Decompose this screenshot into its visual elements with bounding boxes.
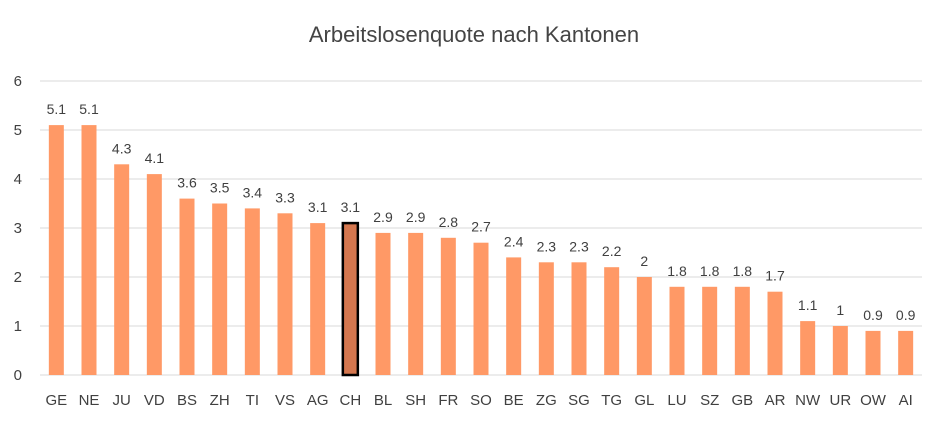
bar-lu — [669, 286, 685, 375]
x-tick-label: BS — [177, 392, 197, 409]
x-tick-label: BL — [374, 392, 392, 409]
data-label: 1.8 — [667, 263, 687, 279]
data-label: 2.7 — [471, 219, 491, 235]
y-tick-label: 1 — [14, 318, 22, 335]
data-label: 4.1 — [145, 150, 165, 166]
data-label: 3.5 — [210, 180, 230, 196]
bar-vd — [146, 174, 162, 375]
x-tick-label: GE — [45, 392, 67, 409]
data-label: 2.4 — [504, 233, 524, 249]
y-tick-label: 4 — [14, 171, 22, 188]
bar-bs — [179, 198, 195, 375]
x-tick-label: GL — [634, 392, 654, 409]
x-tick-label: CH — [339, 392, 361, 409]
y-axis-ticks: 0 1 2 3 4 5 6 — [14, 73, 22, 384]
bar-gb — [734, 286, 750, 375]
bars — [48, 125, 914, 377]
bar-ur — [832, 326, 848, 375]
data-label: 3.6 — [177, 175, 197, 191]
bar-ju — [114, 164, 130, 375]
bar-ne — [81, 125, 97, 375]
data-label: 2 — [640, 253, 648, 269]
x-axis-ticks: GE NE JU VD BS ZH TI VS AG CH BL SH FR SO BE ZG SG TG GL LU… — [45, 392, 912, 409]
data-labels: 5.1 5.1 4.3 4.1 3.6 3.5 3.4 3.3 3.1 3.1 2.9 2.9 2.8 2… — [47, 101, 916, 323]
bar-sz — [702, 286, 718, 375]
data-label: 2.3 — [537, 238, 557, 254]
x-tick-label: TG — [601, 392, 622, 409]
x-tick-label: TI — [246, 392, 259, 409]
bar-sg — [571, 262, 587, 375]
x-tick-label: UR — [829, 392, 851, 409]
data-label: 1 — [836, 302, 844, 318]
x-tick-label: SO — [470, 392, 492, 409]
data-label: 5.1 — [47, 101, 67, 117]
bar-tg — [604, 267, 620, 375]
x-tick-label: VD — [144, 392, 165, 409]
data-label: 3.3 — [275, 189, 295, 205]
data-label: 2.2 — [602, 243, 622, 259]
bar-ch — [341, 221, 360, 377]
data-label: 4.3 — [112, 140, 132, 156]
x-tick-label: FR — [438, 392, 458, 409]
x-tick-label: VS — [275, 392, 295, 409]
data-label: 5.1 — [79, 101, 99, 117]
x-tick-label: NW — [795, 392, 821, 409]
x-tick-label: SH — [405, 392, 426, 409]
bar-be — [506, 257, 522, 375]
y-tick-label: 2 — [14, 269, 22, 286]
data-label: 2.9 — [406, 209, 426, 225]
data-label: 0.9 — [863, 307, 883, 323]
data-label: 0.9 — [896, 307, 916, 323]
x-tick-label: NE — [79, 392, 100, 409]
bar-zh — [212, 203, 228, 375]
y-tick-label: 5 — [14, 122, 22, 139]
data-label: 2.8 — [439, 214, 459, 230]
data-label: 2.3 — [569, 238, 589, 254]
bar-ai — [898, 330, 914, 375]
x-tick-label: GB — [731, 392, 753, 409]
bar-ow — [865, 330, 881, 375]
x-tick-label: SZ — [700, 392, 719, 409]
bar-vs — [277, 213, 293, 375]
x-tick-label: SG — [568, 392, 590, 409]
x-tick-label: ZG — [536, 392, 557, 409]
x-tick-label: LU — [667, 392, 686, 409]
bar-ge — [48, 125, 64, 375]
data-label: 3.4 — [243, 184, 263, 200]
data-label: 1.1 — [798, 297, 818, 313]
chart-title: Arbeitslosenquote nach Kantonen — [308, 22, 640, 47]
data-label: 1.7 — [765, 268, 785, 284]
bar-ti — [244, 208, 260, 375]
x-tick-label: BE — [504, 392, 524, 409]
y-tick-label: 3 — [14, 220, 22, 237]
data-label: 1.8 — [733, 263, 753, 279]
bar-fr — [440, 237, 456, 375]
x-tick-label: OW — [860, 392, 887, 409]
data-label: 3.1 — [341, 199, 361, 215]
bar-ag — [310, 223, 326, 375]
data-label: 3.1 — [308, 199, 328, 215]
x-tick-label: ZH — [210, 392, 230, 409]
x-tick-label: AR — [765, 392, 786, 409]
bar-bl — [375, 232, 391, 375]
x-tick-label: AI — [899, 392, 913, 409]
bar-gl — [636, 277, 652, 375]
data-label: 2.9 — [373, 209, 393, 225]
y-tick-label: 6 — [14, 73, 22, 90]
bar-zg — [538, 262, 554, 375]
x-tick-label: AG — [307, 392, 329, 409]
x-tick-label: JU — [112, 392, 130, 409]
data-label: 1.8 — [700, 263, 720, 279]
y-tick-label: 0 — [14, 367, 22, 384]
bar-sh — [408, 232, 424, 375]
bar-nw — [800, 321, 816, 375]
bar-so — [473, 242, 489, 375]
bar-ar — [767, 291, 783, 375]
